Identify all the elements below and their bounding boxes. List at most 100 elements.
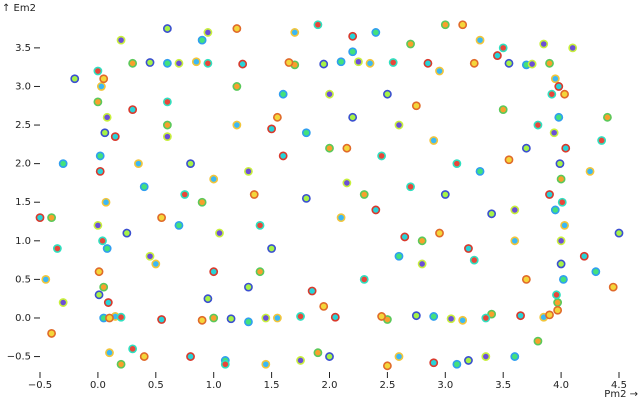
y-axis-label: ↑ Em2	[2, 3, 36, 14]
point	[429, 136, 439, 145]
point	[475, 166, 485, 176]
point	[521, 274, 531, 284]
point	[47, 213, 56, 223]
x-tick-label: 0.0	[90, 380, 106, 391]
y-tick-label: 2.0	[15, 159, 31, 170]
point	[244, 282, 253, 292]
x-tick-label: 3.5	[495, 380, 511, 391]
x-tick-label: 4.0	[553, 380, 569, 391]
x-tick-label: 1.5	[264, 380, 280, 391]
point	[139, 352, 149, 361]
point	[545, 190, 554, 199]
point	[603, 112, 612, 122]
point	[354, 57, 363, 67]
point	[533, 120, 543, 130]
point	[209, 313, 219, 323]
point	[458, 315, 468, 325]
point	[313, 348, 323, 358]
point	[116, 359, 126, 369]
point	[272, 112, 282, 122]
point	[145, 251, 155, 261]
point	[95, 151, 105, 161]
point	[313, 20, 323, 30]
point	[394, 251, 404, 261]
point	[93, 66, 103, 76]
point	[553, 305, 563, 315]
point	[377, 151, 387, 161]
point	[411, 101, 421, 111]
point	[458, 20, 468, 30]
x-tick-label: 2.5	[379, 380, 395, 391]
point	[554, 82, 564, 91]
point	[162, 120, 172, 130]
point	[122, 228, 132, 238]
point	[116, 312, 126, 322]
point	[128, 105, 138, 115]
point	[105, 348, 114, 358]
point	[255, 267, 265, 277]
point	[96, 82, 106, 91]
point	[406, 182, 415, 192]
point	[556, 174, 566, 184]
point	[197, 315, 207, 325]
point	[348, 31, 358, 41]
point	[278, 151, 288, 161]
y-tick-label: 3.0	[15, 81, 31, 92]
point	[301, 128, 311, 138]
point	[440, 20, 450, 30]
point	[272, 313, 282, 323]
point	[560, 89, 569, 99]
point	[35, 213, 45, 223]
point	[93, 97, 103, 107]
point	[481, 313, 491, 323]
point	[278, 89, 288, 99]
point	[110, 132, 120, 142]
point	[98, 236, 107, 246]
y-tick-label: 2.5	[15, 120, 31, 131]
y-tick-label: 3.5	[15, 43, 31, 54]
point	[41, 274, 51, 284]
point	[102, 244, 112, 253]
point	[330, 312, 340, 322]
point	[145, 58, 155, 67]
point	[435, 228, 444, 238]
point	[47, 329, 56, 338]
point	[232, 82, 242, 91]
point	[101, 197, 111, 207]
point	[162, 97, 172, 107]
point	[186, 352, 195, 361]
point	[203, 28, 213, 37]
point	[220, 359, 230, 369]
point	[555, 159, 565, 169]
point	[504, 155, 514, 165]
point	[301, 193, 311, 203]
point	[116, 35, 126, 45]
point	[105, 313, 114, 323]
point	[417, 259, 427, 269]
point	[510, 352, 520, 361]
point	[336, 57, 346, 67]
point	[162, 24, 172, 33]
x-tick-label: 0.5	[148, 380, 164, 391]
point	[464, 244, 473, 253]
point	[209, 267, 219, 277]
point	[394, 352, 404, 361]
point	[102, 112, 112, 122]
point	[99, 74, 109, 84]
point	[493, 51, 502, 60]
x-tick-label: 4.5	[611, 380, 627, 391]
point	[608, 282, 618, 292]
point	[556, 259, 566, 269]
point	[197, 197, 207, 207]
point	[481, 352, 491, 361]
point	[504, 58, 514, 68]
point	[70, 74, 80, 84]
point	[464, 356, 473, 365]
point	[157, 213, 166, 223]
point	[382, 89, 392, 99]
point	[58, 298, 68, 307]
point	[429, 312, 439, 321]
point	[359, 274, 369, 284]
point	[139, 182, 149, 192]
